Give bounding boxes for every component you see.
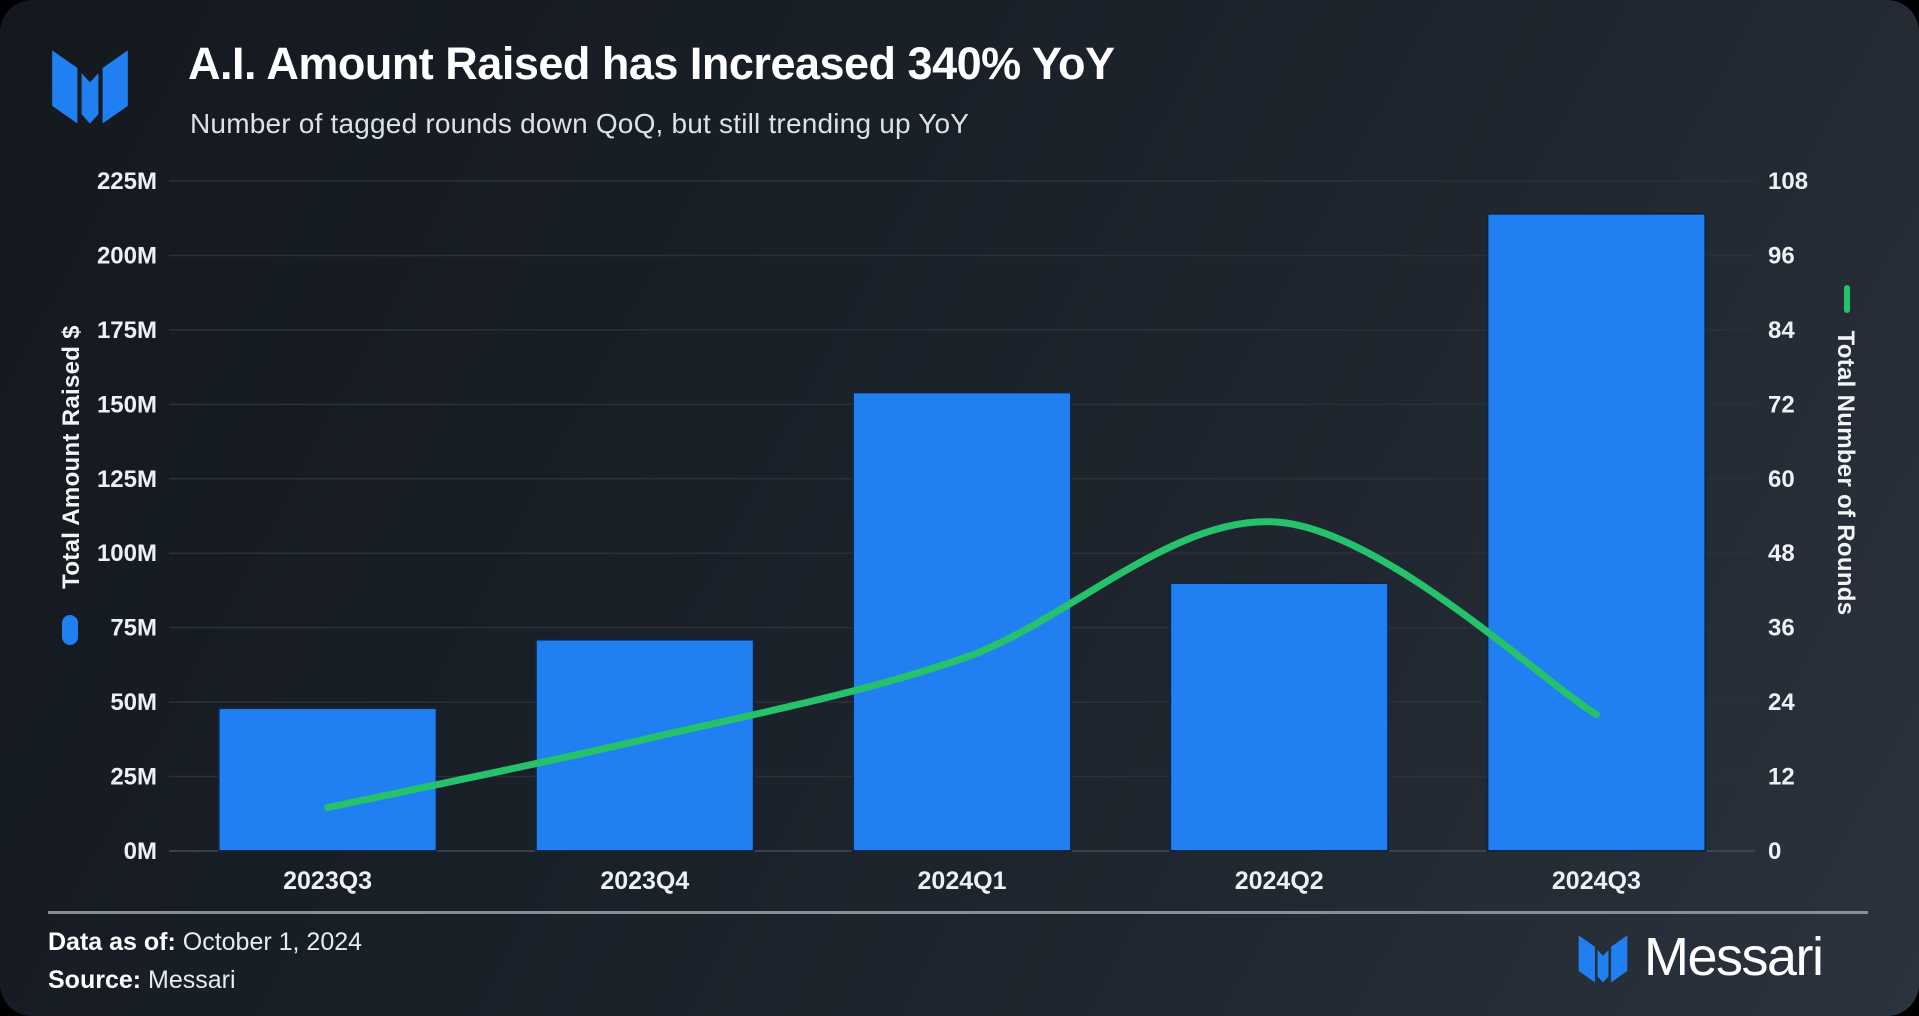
- right-axis-title: Total Number of Rounds: [1832, 285, 1859, 615]
- bar-2024Q2: [1169, 582, 1390, 852]
- x-axis-label: 2023Q3: [283, 867, 372, 895]
- left-axis-tick: 125M: [97, 466, 157, 493]
- x-axis-label: 2024Q3: [1552, 867, 1641, 895]
- messari-logo-icon: [1578, 935, 1628, 983]
- left-axis-tick: 150M: [97, 391, 157, 418]
- brand-wordmark: Messari: [1644, 927, 1824, 987]
- source-value: Messari: [148, 966, 236, 994]
- right-axis-tick: 48: [1768, 540, 1795, 567]
- right-axis-tick: 12: [1768, 764, 1795, 791]
- bar-2023Q4: [534, 638, 755, 852]
- page-subtitle: Number of tagged rounds down QoQ, but st…: [190, 108, 970, 139]
- right-axis-tick: 96: [1768, 242, 1795, 269]
- left-axis-label: Total Amount Raised $: [58, 325, 85, 589]
- right-axis-tick: 108: [1768, 168, 1808, 195]
- data-as-of-label: Data as of:: [48, 928, 176, 956]
- left-axis-tick: 25M: [110, 764, 157, 791]
- bar-legend-pill-icon: [62, 615, 78, 645]
- right-axis-label: Total Number of Rounds: [1832, 331, 1859, 616]
- left-axis-tick: 75M: [110, 615, 157, 642]
- category-labels: 2023Q3 2023Q4 2024Q1 2024Q2 2024Q3: [283, 867, 1641, 895]
- footer-divider: [48, 911, 1868, 914]
- right-axis-tick: 0: [1768, 838, 1781, 865]
- left-axis-tick: 175M: [97, 317, 157, 344]
- left-axis-tick: 50M: [110, 689, 157, 716]
- source-label: Source:: [48, 966, 142, 994]
- x-axis-label: 2023Q4: [600, 867, 689, 895]
- left-axis-tick: 225M: [97, 168, 157, 195]
- left-axis-tick: 100M: [97, 540, 157, 567]
- axis-ticks: 225M 108 200M 96 175M 84 150M 72 125M 60 100M 48 75M…: [97, 168, 1808, 865]
- right-axis-tick: 24: [1768, 689, 1795, 716]
- right-axis-tick: 60: [1768, 466, 1795, 493]
- messari-logo-icon: [52, 50, 128, 124]
- data-as-of: Data as of: October 1, 2024: [48, 928, 362, 957]
- left-axis-title: Total Amount Raised $: [58, 325, 85, 645]
- bar-2023Q3: [217, 707, 438, 852]
- right-axis-tick: 36: [1768, 615, 1795, 642]
- messari-brand: Messari: [1576, 927, 1824, 987]
- x-axis-label: 2024Q1: [918, 867, 1007, 895]
- rounds-line-path: [324, 518, 1600, 812]
- line-series: [324, 518, 1600, 812]
- source: Source: Messari: [48, 966, 236, 995]
- line-legend-mark-icon: [1844, 285, 1850, 313]
- left-axis-tick: 0M: [124, 838, 157, 865]
- right-axis-tick: 84: [1768, 317, 1795, 344]
- bar-2024Q3: [1486, 212, 1707, 852]
- data-as-of-value: October 1, 2024: [182, 928, 363, 956]
- left-axis-tick: 200M: [97, 242, 157, 269]
- bar-series: [217, 212, 1707, 852]
- right-axis-tick: 72: [1768, 391, 1795, 418]
- x-axis-label: 2024Q2: [1235, 867, 1324, 895]
- page-title: A.I. Amount Raised has Increased 340% Yo…: [188, 38, 1115, 89]
